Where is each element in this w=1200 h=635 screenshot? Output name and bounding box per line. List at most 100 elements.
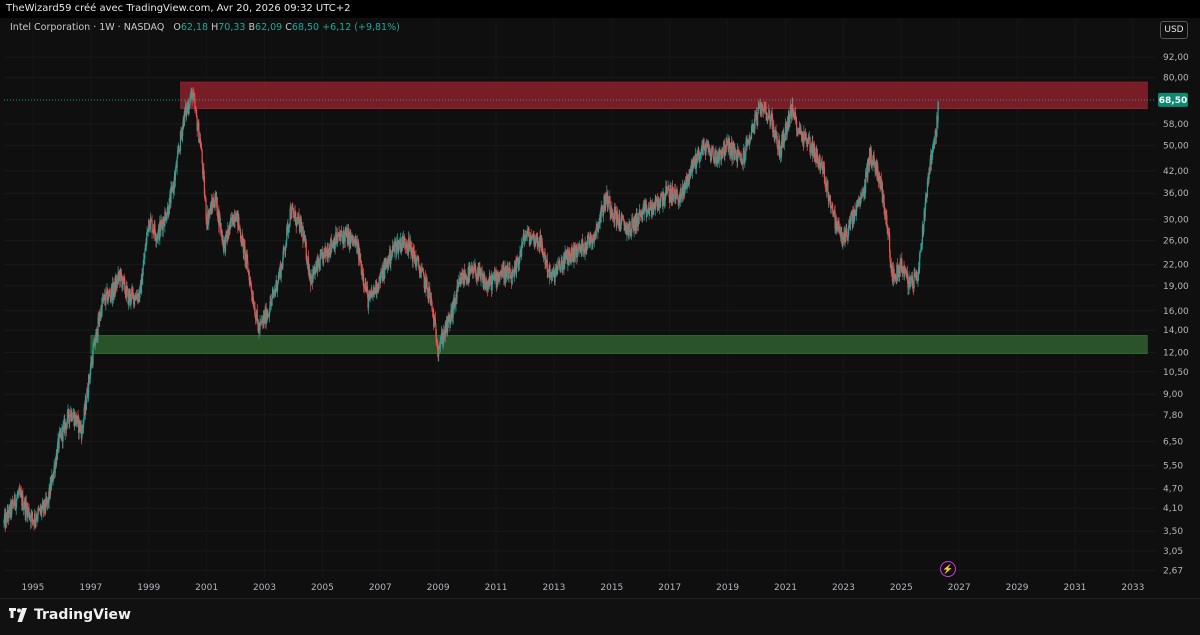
- candle-body: [784, 123, 787, 141]
- candle-body: [502, 264, 504, 268]
- candle-body: [113, 290, 115, 297]
- candle-body: [143, 259, 145, 266]
- candle-body: [179, 131, 182, 151]
- candle-body: [680, 194, 683, 199]
- candle-body: [659, 205, 661, 208]
- candle-body: [536, 233, 538, 242]
- candle-body: [473, 267, 475, 274]
- candle-body: [306, 259, 308, 264]
- candle-body: [7, 510, 9, 516]
- candle-body: [18, 487, 21, 490]
- candle-body: [566, 250, 568, 253]
- candle-body: [734, 149, 737, 151]
- candle-body: [62, 425, 64, 442]
- candle-body: [606, 192, 608, 208]
- candle-body: [629, 221, 631, 223]
- candle-body: [376, 283, 379, 293]
- candle-body: [738, 152, 740, 154]
- candle-body: [109, 292, 111, 296]
- candle-body: [142, 265, 144, 275]
- candle-body: [394, 241, 396, 247]
- candle-body: [313, 266, 316, 274]
- candle-body: [638, 211, 640, 224]
- candle-body: [204, 194, 206, 198]
- candle-body: [149, 218, 151, 229]
- candle-body: [198, 139, 200, 143]
- candle-body: [164, 211, 167, 213]
- candle-body: [351, 234, 354, 241]
- candle-body: [26, 507, 28, 518]
- candle-body: [931, 149, 934, 158]
- candle-body: [797, 131, 799, 133]
- candle-body: [848, 219, 851, 227]
- candle-body: [428, 287, 430, 298]
- candle-body: [919, 252, 921, 254]
- candle-body: [614, 206, 616, 212]
- candle-body: [144, 251, 146, 259]
- candle-body: [67, 409, 70, 419]
- candle-body: [390, 255, 393, 261]
- candle-body: [877, 166, 879, 174]
- candle-body: [590, 236, 592, 244]
- candle-body: [301, 226, 303, 228]
- candle-body: [168, 198, 170, 214]
- candle-body: [242, 235, 244, 239]
- candle-body: [503, 276, 506, 279]
- candle-body: [668, 189, 670, 198]
- candle-body: [767, 117, 769, 119]
- flash-icon[interactable]: ⚡: [940, 561, 956, 577]
- candle-body: [779, 156, 781, 158]
- candle-body: [711, 149, 713, 151]
- candle-body: [90, 361, 92, 370]
- candle-body: [216, 197, 218, 216]
- candle-body: [505, 272, 507, 283]
- candle-body: [517, 261, 519, 263]
- x-tick-label: 2001: [195, 583, 218, 593]
- candle-body: [380, 271, 382, 281]
- candle-body: [377, 283, 379, 288]
- candle-body: [609, 200, 611, 214]
- candle-body: [722, 153, 724, 156]
- candle-body: [277, 282, 279, 285]
- candle-body: [304, 235, 306, 244]
- candle-body: [910, 276, 912, 278]
- candle-body: [112, 282, 114, 297]
- candle-body: [465, 274, 467, 280]
- candle-body: [917, 276, 919, 281]
- candle-body: [838, 226, 841, 230]
- candle-body: [220, 223, 222, 233]
- symbol-label: Intel Corporation · 1W · NASDAQ: [10, 22, 165, 33]
- y-axis[interactable]: 92,00 80,00 58,00 50,00 42,00 36,00 30,00 26,00…: [1163, 53, 1189, 576]
- brand-logo[interactable]: TradingView: [8, 607, 131, 623]
- last-price-badge: [1158, 92, 1188, 107]
- price-chart[interactable]: 68,50 92,00 80,00 58,00 50,00 42,00 36,00 30,0…: [0, 0, 1200, 598]
- candle-body: [744, 156, 746, 163]
- candle-body: [684, 187, 686, 194]
- candle-body: [929, 159, 931, 173]
- candle-body: [211, 200, 213, 205]
- candle-body: [513, 266, 516, 277]
- candle-body: [532, 233, 534, 236]
- candle-body: [183, 110, 185, 127]
- candle-body: [762, 105, 764, 110]
- candle-body: [541, 241, 543, 252]
- candle-body: [160, 221, 162, 231]
- candle-body: [336, 234, 339, 242]
- candle-body: [553, 270, 555, 274]
- candle-body: [310, 274, 312, 285]
- candle-body: [503, 267, 505, 279]
- currency-button[interactable]: USD: [1160, 21, 1188, 39]
- candle-body: [623, 220, 625, 226]
- x-axis[interactable]: 1995 1997 1999 2001 2003 2005 2007 2009 2011 2013…: [21, 583, 1144, 593]
- candle-body: [492, 276, 494, 278]
- support-zone: [90, 335, 1148, 354]
- candle-body: [154, 232, 157, 238]
- candle-body: [652, 203, 655, 215]
- candle-body: [881, 183, 883, 203]
- candle-body: [393, 246, 395, 251]
- candle-body: [203, 176, 205, 195]
- candle-body: [705, 145, 707, 155]
- candle-body: [269, 301, 271, 313]
- candle-body: [517, 262, 519, 265]
- candle-body: [160, 221, 163, 223]
